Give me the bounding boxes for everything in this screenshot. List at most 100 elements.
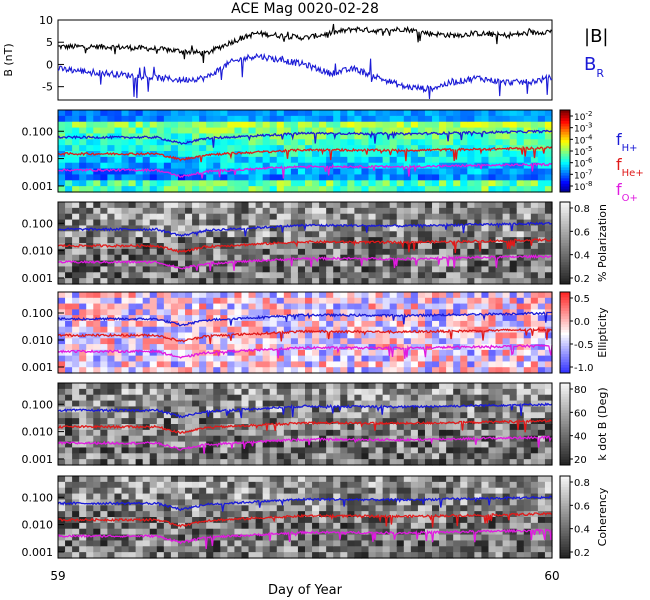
- heatmap-cell: [192, 505, 200, 512]
- heatmap-cell: [255, 272, 264, 279]
- heatmap-cell: [107, 412, 116, 419]
- heatmap-cell: [121, 459, 130, 466]
- heatmap-cell: [488, 225, 497, 232]
- heatmap-cell: [177, 441, 186, 449]
- heatmap-cell: [333, 338, 341, 345]
- heatmap-cell: [502, 278, 511, 285]
- heatmap-cell: [86, 213, 94, 221]
- heatmap-cell: [220, 546, 228, 553]
- heatmap-cell: [375, 145, 384, 152]
- heatmap-cell: [432, 180, 440, 187]
- heatmap-cell: [177, 315, 186, 322]
- heatmap-cell: [177, 435, 186, 443]
- heatmap-cell: [389, 528, 398, 536]
- heatmap-cell: [128, 207, 137, 215]
- heatmap-cell: [467, 207, 475, 215]
- colorbar-segment: [560, 142, 570, 147]
- heatmap-cell: [312, 248, 320, 256]
- heatmap-cell: [177, 139, 186, 146]
- heatmap-cell: [86, 453, 94, 460]
- heatmap-cell: [206, 219, 214, 227]
- heatmap-cell: [312, 219, 320, 227]
- heatmap-cell: [340, 303, 348, 310]
- heatmap-cell: [354, 110, 363, 117]
- heatmap-cell: [170, 151, 179, 158]
- heatmap-cell: [347, 260, 355, 268]
- heatmap-cell: [432, 243, 440, 250]
- heatmap-cell: [509, 315, 518, 322]
- heatmap-cell: [319, 487, 327, 495]
- heatmap-cell: [375, 355, 384, 363]
- heatmap-cell: [326, 388, 334, 396]
- heatmap-cell: [439, 303, 447, 310]
- y-tick-label: 0.010: [22, 334, 54, 347]
- heatmap-cell: [72, 260, 80, 268]
- heatmap-cell: [474, 162, 483, 170]
- heatmap-cell: [177, 186, 186, 193]
- heatmap-cell: [100, 127, 108, 135]
- heatmap-cell: [382, 326, 391, 334]
- heatmap-cell: [326, 412, 334, 419]
- heatmap-cell: [269, 115, 278, 123]
- heatmap-cell: [389, 272, 398, 279]
- heatmap-cell: [135, 115, 144, 123]
- heatmap-cell: [262, 400, 271, 408]
- heatmap-cell: [432, 349, 440, 357]
- heatmap-cell: [375, 266, 384, 273]
- heatmap-cell: [234, 394, 243, 402]
- heatmap-cell: [439, 202, 447, 209]
- heatmap-cell: [248, 493, 257, 501]
- heatmap-cell: [389, 534, 398, 542]
- heatmap-cell: [326, 361, 334, 368]
- heatmap-cell: [417, 453, 426, 460]
- heatmap-cell: [121, 383, 130, 390]
- heatmap-cell: [100, 349, 108, 357]
- heatmap-cell: [220, 202, 228, 209]
- heatmap-cell: [354, 278, 363, 285]
- heatmap-cell: [424, 127, 433, 135]
- heatmap-cell: [283, 237, 292, 244]
- heatmap-cell: [142, 237, 151, 244]
- heatmap-cell: [453, 534, 461, 542]
- heatmap-cell: [100, 309, 108, 316]
- heatmap-cell: [354, 349, 363, 357]
- heatmap-cell: [177, 447, 186, 454]
- heatmap-cell: [389, 237, 398, 244]
- heatmap-cell: [424, 202, 433, 209]
- heatmap-cell: [502, 400, 511, 408]
- heatmap-cell: [389, 231, 398, 238]
- heatmap-cell: [488, 168, 497, 176]
- heatmap-cell: [403, 243, 412, 250]
- heatmap-cell: [135, 292, 144, 299]
- heatmap-cell: [382, 315, 391, 322]
- heatmap-cell: [481, 151, 490, 158]
- heatmap-cell: [149, 174, 158, 181]
- heatmap-cell: [403, 145, 412, 152]
- heatmap-cell: [453, 418, 461, 425]
- heatmap-cell: [305, 522, 313, 530]
- heatmap-cell: [107, 546, 116, 553]
- heatmap-cell: [509, 180, 518, 187]
- heatmap-cell: [262, 180, 271, 187]
- heatmap-cell: [142, 272, 151, 279]
- heatmap-cell: [403, 511, 412, 518]
- heatmap-cell: [495, 151, 504, 158]
- heatmap-cell: [361, 248, 370, 256]
- heatmap-cell: [100, 297, 108, 305]
- heatmap-cell: [206, 237, 214, 244]
- heatmap-cell: [410, 493, 419, 501]
- heatmap-cell: [93, 332, 101, 339]
- heatmap-cell: [297, 180, 306, 187]
- heatmap-cell: [432, 394, 440, 402]
- heatmap-cell: [121, 367, 130, 374]
- heatmap-cell: [403, 522, 412, 530]
- heatmap-cell: [502, 254, 511, 262]
- heatmap-cell: [199, 412, 207, 419]
- heatmap-cell: [149, 303, 158, 310]
- heatmap-cell: [149, 447, 158, 454]
- heatmap-cell: [396, 522, 405, 530]
- y-tick-label: 5: [46, 36, 53, 49]
- heatmap-cell: [114, 127, 123, 135]
- heatmap-cell: [149, 115, 158, 123]
- heatmap-cell: [481, 355, 490, 363]
